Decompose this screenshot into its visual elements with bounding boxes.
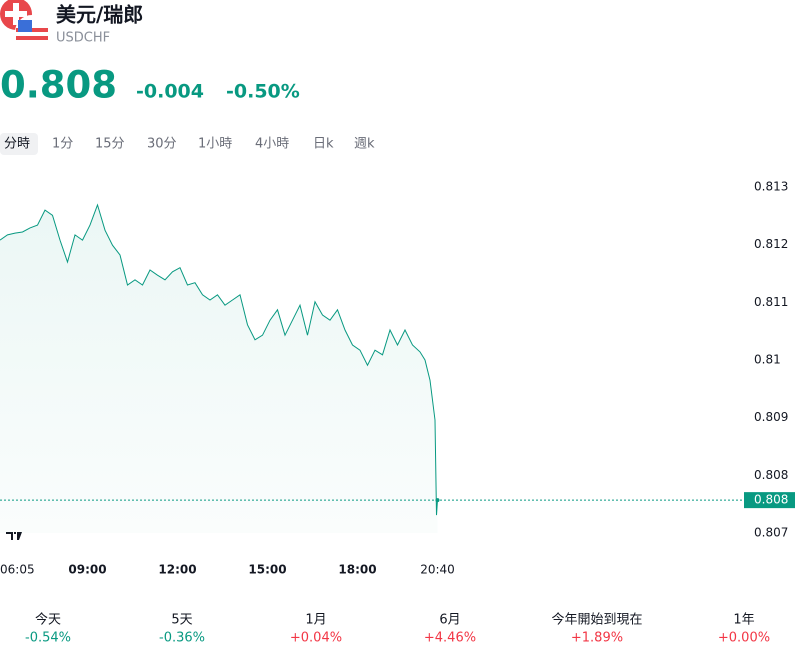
title: 美元/瑞郎 [56, 3, 143, 27]
period-change: +4.46% [424, 631, 476, 646]
tab[interactable]: 4小時 [255, 137, 289, 152]
last-point [435, 498, 440, 503]
x-tick-label: 18:00 [338, 563, 376, 577]
change-pct: -0.50% [226, 81, 300, 103]
tab[interactable]: 15分 [95, 137, 125, 152]
last-price-box [744, 492, 795, 509]
y-tick-label: 0.812 [754, 237, 788, 251]
y-tick-label: 0.809 [754, 410, 788, 424]
period-change: +0.00% [718, 631, 770, 646]
period-change: +1.89% [571, 631, 623, 646]
period-label: 5天 [171, 613, 192, 628]
change: -0.004 [136, 81, 204, 103]
tab-selected-bg [0, 133, 38, 155]
area [0, 204, 438, 533]
period-change: -0.54% [25, 631, 71, 646]
y-tick-label: 0.807 [754, 526, 788, 540]
x-tick-label: 15:00 [248, 563, 286, 577]
y-tick-label: 0.811 [754, 295, 788, 309]
tab[interactable]: 週k [354, 137, 375, 152]
period-label: 6月 [439, 613, 460, 628]
symbol: USDCHF [56, 31, 110, 46]
tab[interactable]: 30分 [147, 137, 177, 152]
tab[interactable]: 1小時 [198, 137, 232, 152]
x-tick-label: 06:05 [0, 563, 35, 577]
y-tick-label: 0.808 [754, 468, 788, 482]
price: 0.808 [0, 64, 117, 107]
period-change: +0.04% [290, 631, 342, 646]
period-label: 1年 [733, 613, 754, 628]
period-label: 今年開始到現在 [551, 612, 642, 628]
period-change: -0.36% [159, 631, 205, 646]
x-tick-label: 12:00 [158, 563, 196, 577]
y-tick-label: 0.81 [754, 353, 781, 367]
period-label: 1月 [305, 613, 326, 628]
period-label: 今天 [35, 612, 61, 628]
x-tick-label: 09:00 [68, 563, 106, 577]
tab[interactable]: 日k [313, 137, 334, 152]
tab[interactable]: 1分 [52, 137, 73, 152]
last-price-label: 0.808 [754, 493, 788, 507]
y-tick-label: 0.813 [754, 180, 788, 194]
price-line [0, 203, 438, 516]
tab[interactable]: 分時 [4, 137, 30, 152]
x-tick-label: 20:40 [420, 563, 455, 577]
flags [0, 0, 49, 49]
